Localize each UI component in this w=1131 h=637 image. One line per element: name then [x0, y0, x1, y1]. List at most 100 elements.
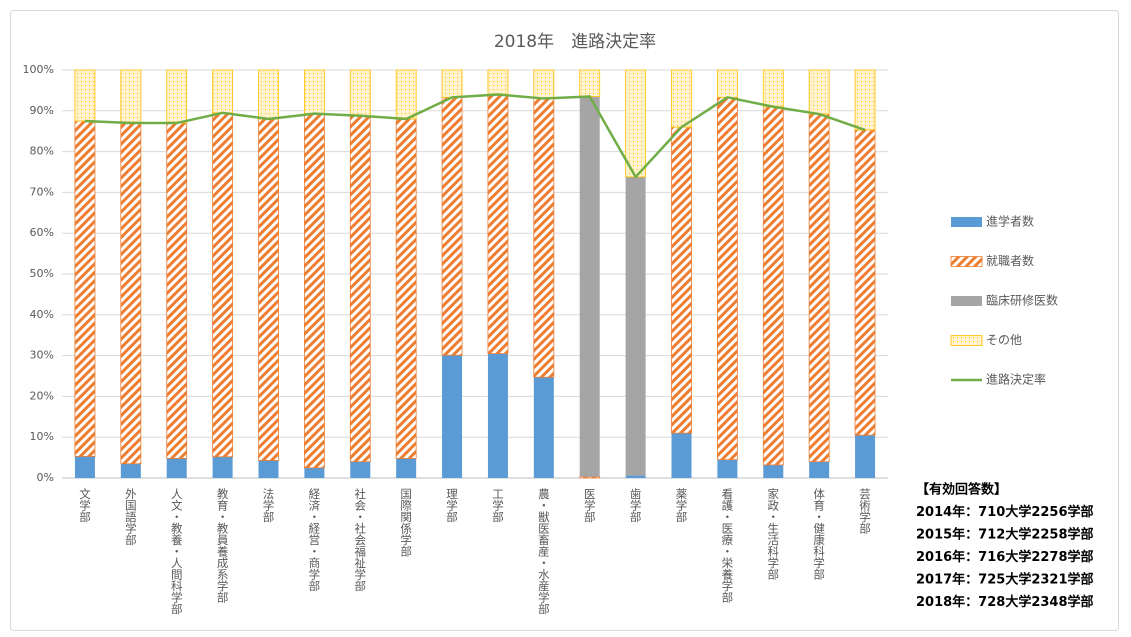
bar-segment — [717, 459, 738, 478]
y-tick-label: 100% — [23, 63, 54, 76]
x-tick-label: 工学部 — [491, 488, 505, 523]
bar-segment — [487, 69, 509, 95]
bar-segment — [350, 461, 371, 478]
bar-segment — [716, 69, 738, 98]
legend-swatch — [951, 296, 982, 306]
bar-segment — [166, 458, 187, 478]
bar-segment — [74, 120, 96, 457]
x-tick-label: 体育・健康科学部 — [812, 487, 826, 580]
bar-segment — [395, 69, 417, 120]
bar-segment — [258, 118, 279, 461]
bar-segment — [762, 69, 784, 108]
bar-segment — [258, 460, 279, 478]
bar-segment — [579, 69, 601, 97]
chart-title: 2018年 進路決定率 — [494, 32, 656, 52]
y-tick-label: 30% — [30, 349, 54, 362]
legend-label: その他 — [986, 333, 1022, 347]
bar-segment — [854, 129, 876, 436]
bar-segment — [166, 69, 188, 124]
bar-segment — [533, 69, 555, 99]
y-tick-label: 40% — [30, 308, 54, 321]
bar-segment — [349, 69, 371, 117]
x-tick-label: 薬学部 — [675, 488, 689, 523]
line-series — [84, 93, 866, 179]
x-tick-label: 法学部 — [262, 487, 276, 522]
x-tick-label: 芸術学部 — [858, 488, 872, 534]
bar-segment — [625, 475, 646, 478]
bar-segment — [579, 96, 600, 477]
bar-segment — [120, 463, 141, 478]
bar-segment — [487, 353, 508, 478]
bar-segment — [808, 113, 830, 463]
bar-segment — [212, 69, 234, 114]
bar-segment — [74, 456, 95, 478]
annotation: 2014年：710大学2256学部 — [916, 504, 1094, 520]
y-tick-label: 10% — [30, 430, 54, 443]
bar-segment — [763, 464, 784, 478]
y-tick-label: 50% — [30, 267, 54, 280]
y-tick-label: 90% — [30, 104, 54, 117]
bar-segment — [212, 456, 233, 478]
legend-swatch — [950, 335, 983, 346]
legend-label: 進学者数 — [986, 214, 1034, 229]
y-tick-label: 60% — [30, 226, 54, 239]
y-tick-label: 0% — [37, 471, 54, 484]
chart-frame — [10, 10, 1119, 631]
bar-segment — [809, 461, 830, 478]
bar-segment — [120, 69, 142, 124]
bar-segment — [396, 458, 417, 478]
x-tick-label: 社会・社会福祉学部 — [353, 487, 367, 591]
bar-segment — [533, 98, 555, 378]
x-tick-label: 理学部 — [445, 488, 459, 523]
x-tick-label: 農・獣医畜産・水産学部 — [537, 487, 551, 614]
bar-segment — [74, 69, 96, 122]
bar-segment — [166, 122, 188, 459]
legend-label: 進路決定率 — [986, 372, 1046, 387]
x-tick-label: 歯学部 — [629, 488, 643, 523]
bar-segment — [303, 113, 325, 469]
bar-segment — [303, 69, 325, 115]
x-tick-label: 文学部 — [78, 487, 92, 522]
x-tick-label: 国際関係学部 — [399, 488, 413, 557]
bar-segment — [855, 435, 876, 478]
legend-label: 就職者数 — [986, 253, 1034, 268]
bar-segment — [120, 122, 142, 465]
bar-segment — [808, 69, 830, 115]
bar-segment — [212, 112, 234, 458]
bar-segment — [304, 467, 325, 478]
annotation: 2015年：712大学2258学部 — [916, 527, 1094, 543]
legend-swatch — [951, 217, 982, 227]
bar-segment — [349, 115, 371, 463]
annotation: 【有効回答数】 — [916, 482, 1007, 498]
bar-segment — [716, 96, 738, 461]
bar-segment — [625, 176, 646, 476]
x-tick-label: 医学部 — [583, 488, 597, 523]
bar-segment — [441, 96, 463, 356]
bar-segment — [533, 377, 554, 478]
bar-segment — [579, 476, 601, 479]
annotation: 2017年：725大学2321学部 — [916, 572, 1094, 588]
x-tick-label: 人文・教養・人間科学部 — [170, 488, 184, 615]
bar-segment — [487, 94, 509, 354]
y-tick-label: 80% — [30, 145, 54, 158]
bar-segment — [671, 126, 692, 434]
bar-segment — [625, 69, 647, 178]
x-tick-label: 教育・教員養成系学部 — [216, 487, 230, 603]
x-tick-label: 外国語学部 — [124, 488, 138, 546]
bar-segment — [442, 355, 463, 478]
bar-segment — [671, 69, 692, 128]
bar-segment — [762, 106, 784, 466]
x-tick-label: 家政・生活科学部 — [766, 487, 780, 580]
x-tick-label: 経済・経営・商学部 — [307, 488, 321, 592]
y-tick-label: 70% — [30, 185, 54, 198]
annotation: 2018年：728大学2348学部 — [916, 594, 1094, 610]
legend-label: 臨床研修医数 — [986, 293, 1058, 308]
bar-segment — [671, 433, 692, 478]
bar-segment — [854, 69, 876, 131]
legend-swatch — [950, 256, 983, 267]
bar-segment — [441, 69, 463, 98]
y-tick-label: 20% — [30, 389, 54, 402]
bar-segment — [395, 118, 417, 459]
annotation: 2016年：716大学2278学部 — [916, 549, 1094, 565]
